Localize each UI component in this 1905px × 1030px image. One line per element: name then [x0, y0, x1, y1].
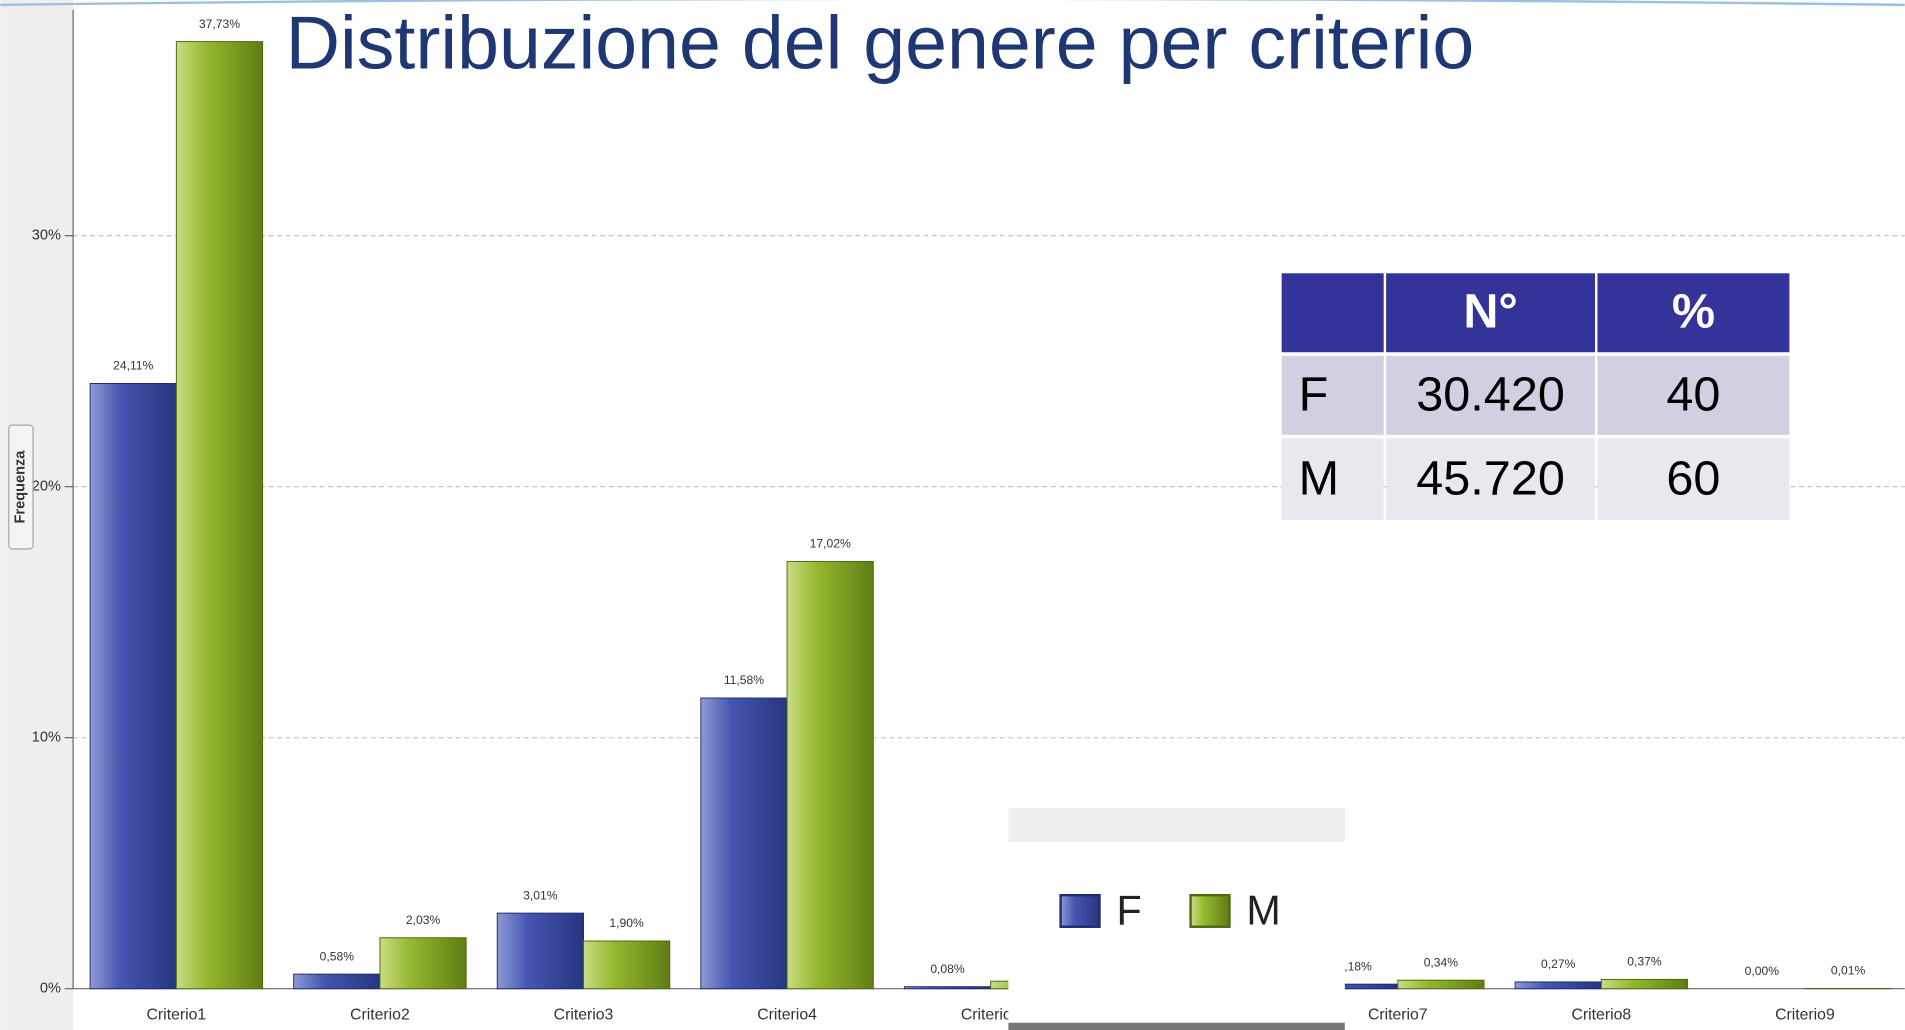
value-label: 17,02% [810, 537, 851, 551]
chart-title: Distribuzione del genere per criterio [286, 0, 1475, 84]
x-tick-label: Criterio5 [961, 1007, 1021, 1024]
y-tick-label: 20% [32, 479, 61, 495]
x-tick-label: Criterio9 [1775, 1007, 1835, 1024]
table-cell-text: F [1299, 368, 1329, 422]
bar [175, 41, 264, 990]
bar [496, 912, 584, 990]
legend-swatch [1189, 893, 1231, 928]
table-cell-text: 45.720 [1416, 451, 1565, 505]
value-label: 2,03% [406, 913, 441, 927]
bar [903, 986, 992, 990]
table: N° % F 30.420 40 M 45.720 60 [1281, 273, 1790, 520]
table-header-cell [1597, 273, 1790, 353]
legend-label: M [1246, 887, 1280, 933]
value-label: 3,01% [523, 888, 558, 902]
value-label: 1,90% [609, 916, 644, 930]
legend-swatch [1059, 893, 1101, 928]
x-tick-label: Criterio2 [350, 1007, 410, 1024]
table-cell-text: 60 [1666, 451, 1720, 505]
y-tick-label: 10% [32, 730, 61, 746]
legend-header [1008, 807, 1345, 842]
legend-label: F [1116, 887, 1141, 933]
x-tick-label: Criterio1 [147, 1007, 207, 1024]
decoration [0, 0, 1905, 7]
x-tick-label: Criterio3 [554, 1007, 614, 1024]
table-cell [1597, 438, 1790, 520]
table-cell [1597, 355, 1790, 435]
table-cell-text: 40 [1666, 368, 1720, 422]
table-cell-text: 30.420 [1416, 368, 1565, 422]
bar [379, 937, 467, 990]
table-cell [1386, 355, 1596, 435]
bar [786, 560, 874, 990]
y-tick-label: 0% [40, 981, 61, 997]
bar [1397, 979, 1485, 990]
legend-edge [1008, 1022, 1345, 1030]
table-header-cell [1281, 273, 1384, 353]
bar [89, 383, 177, 990]
y-axis-label: Frequenza [13, 450, 29, 524]
bar [700, 697, 788, 990]
value-label: 0,58% [320, 949, 355, 963]
bar [1514, 981, 1602, 990]
value-label: 37,73% [199, 17, 240, 31]
bar [1600, 978, 1689, 990]
value-label: 0,01% [1831, 964, 1866, 978]
table-header-text: % [1672, 284, 1715, 338]
value-label: 0,37% [1627, 955, 1662, 969]
x-tick-label: Criterio7 [1368, 1007, 1428, 1024]
value-label: 11,58% [724, 673, 764, 687]
x-tick-label: Criterio4 [757, 1007, 817, 1024]
y-label-button[interactable] [8, 424, 34, 550]
table-cell [1281, 355, 1384, 435]
bar [583, 940, 671, 990]
table-header-text: N° [1463, 284, 1518, 338]
table-cell-text: M [1299, 451, 1339, 505]
table-header-cell [1386, 273, 1596, 353]
x-tick-label: Criterio8 [1572, 1007, 1632, 1024]
value-label: 0,08% [930, 962, 965, 976]
table-cell [1386, 438, 1596, 520]
value-label: 0,00% [1745, 964, 1780, 978]
y-tick-label: 30% [32, 227, 61, 243]
value-label: 0,18% [1337, 959, 1372, 973]
bar [293, 973, 381, 990]
table-cell [1281, 438, 1384, 520]
plot: 0% 10% 20% 30% Criterio1 24,11% 37,73% Criterio… [32, 9, 1905, 1024]
value-label: 0,34% [1424, 955, 1459, 969]
value-label: 24,11% [113, 359, 153, 373]
value-label: 0,27% [1541, 957, 1576, 971]
